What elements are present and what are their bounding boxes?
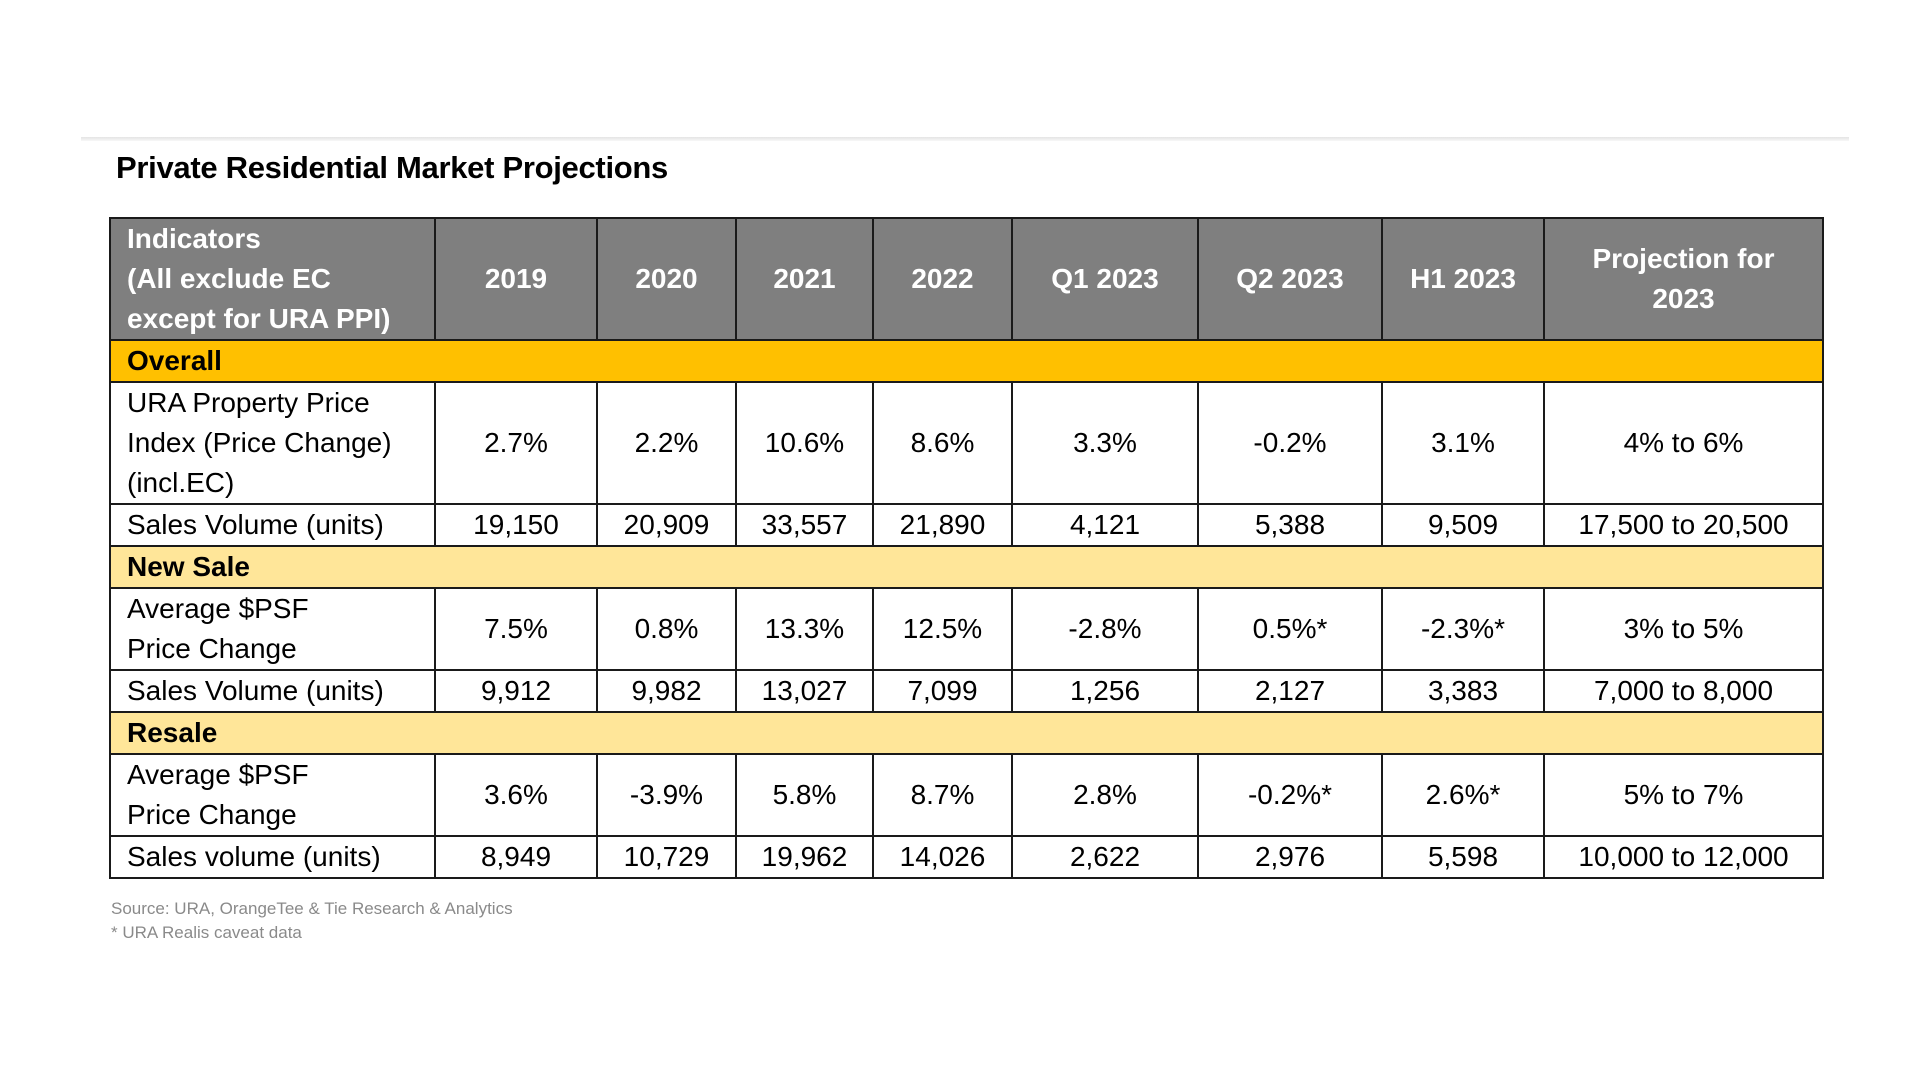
row-label: URA Property Price Index (Price Change) … (109, 381, 436, 505)
header-col-2021: 2021 (735, 217, 874, 341)
source-note: Source: URA, OrangeTee & Tie Research & … (111, 899, 513, 918)
table-row: URA Property Price Index (Price Change) … (109, 381, 1824, 505)
projections-table: Indicators (All exclude EC except for UR… (109, 217, 1824, 879)
table-cell: 8.6% (872, 381, 1013, 505)
header-col-2022: 2022 (872, 217, 1013, 341)
row-label-line: Price Change (127, 799, 297, 830)
section-label: Resale (109, 711, 1824, 755)
table-cell: 9,509 (1381, 503, 1545, 547)
row-label: Sales volume (units) (109, 835, 436, 879)
table-cell: 4,121 (1011, 503, 1199, 547)
row-label-line: Average $PSF (127, 759, 309, 790)
table-cell: 5.8% (735, 753, 874, 837)
table-cell: 8,949 (434, 835, 598, 879)
table-cell: 9,912 (434, 669, 598, 713)
row-label-line: Index (Price Change) (127, 427, 392, 458)
section-label: New Sale (109, 545, 1824, 589)
table-cell: 3.3% (1011, 381, 1199, 505)
projection-cell: 5% to 7% (1543, 753, 1824, 837)
header-col-2019: 2019 (434, 217, 598, 341)
table-cell: 19,962 (735, 835, 874, 879)
top-divider (81, 137, 1849, 141)
table-cell: 2.7% (434, 381, 598, 505)
table-cell: 0.5%* (1197, 587, 1383, 671)
header-projection-line: Projection for (1592, 243, 1775, 274)
table-cell: 7,099 (872, 669, 1013, 713)
section-row-resale: Resale (109, 711, 1824, 755)
caveat-note: * URA Realis caveat data (111, 923, 302, 942)
header-indicators: Indicators (All exclude EC except for UR… (109, 217, 436, 341)
table-cell: 2.6%* (1381, 753, 1545, 837)
header-col-projection: Projection for 2023 (1543, 217, 1824, 341)
row-label-line: Price Change (127, 633, 297, 664)
table-cell: 7.5% (434, 587, 598, 671)
table-cell: -2.3%* (1381, 587, 1545, 671)
projection-cell: 17,500 to 20,500 (1543, 503, 1824, 547)
projection-cell: 10,000 to 12,000 (1543, 835, 1824, 879)
table-cell: 2.8% (1011, 753, 1199, 837)
projection-cell: 4% to 6% (1543, 381, 1824, 505)
table-cell: 3.6% (434, 753, 598, 837)
row-label: Sales Volume (units) (109, 669, 436, 713)
table-cell: 13,027 (735, 669, 874, 713)
row-label: Average $PSF Price Change (109, 587, 436, 671)
section-label: Overall (109, 339, 1824, 383)
table-cell: 5,598 (1381, 835, 1545, 879)
table-cell: 14,026 (872, 835, 1013, 879)
table-cell: 3.1% (1381, 381, 1545, 505)
header-projection-line: 2023 (1652, 283, 1715, 314)
table-cell: 10,729 (596, 835, 737, 879)
table-cell: 2,976 (1197, 835, 1383, 879)
table-cell: 33,557 (735, 503, 874, 547)
table-cell: 3,383 (1381, 669, 1545, 713)
table-cell: 20,909 (596, 503, 737, 547)
table-cell: 10.6% (735, 381, 874, 505)
page-title: Private Residential Market Projections (116, 150, 668, 185)
row-label: Sales Volume (units) (109, 503, 436, 547)
table-row: Sales Volume (units) 19,150 20,909 33,55… (109, 503, 1824, 547)
header-indicators-line: (All exclude EC (127, 263, 331, 294)
table-cell: 1,256 (1011, 669, 1199, 713)
table-cell: -0.2%* (1197, 753, 1383, 837)
projection-cell: 7,000 to 8,000 (1543, 669, 1824, 713)
header-col-h1-2023: H1 2023 (1381, 217, 1545, 341)
table-cell: 19,150 (434, 503, 598, 547)
table-cell: 2,127 (1197, 669, 1383, 713)
section-row-overall: Overall (109, 339, 1824, 383)
header-col-2020: 2020 (596, 217, 737, 341)
table-cell: 0.8% (596, 587, 737, 671)
table-row: Sales Volume (units) 9,912 9,982 13,027 … (109, 669, 1824, 713)
footnotes: Source: URA, OrangeTee & Tie Research & … (111, 897, 513, 945)
projection-cell: 3% to 5% (1543, 587, 1824, 671)
table-cell: -3.9% (596, 753, 737, 837)
header-col-q1-2023: Q1 2023 (1011, 217, 1199, 341)
table-cell: 2.2% (596, 381, 737, 505)
header-col-q2-2023: Q2 2023 (1197, 217, 1383, 341)
header-indicators-line: except for URA PPI) (127, 303, 391, 334)
header-row: Indicators (All exclude EC except for UR… (109, 217, 1824, 341)
row-label-line: (incl.EC) (127, 467, 235, 498)
table-row: Sales volume (units) 8,949 10,729 19,962… (109, 835, 1824, 879)
table-row: Average $PSF Price Change 3.6% -3.9% 5.8… (109, 753, 1824, 837)
section-row-new-sale: New Sale (109, 545, 1824, 589)
table-cell: 5,388 (1197, 503, 1383, 547)
row-label-line: Average $PSF (127, 593, 309, 624)
table-row: Average $PSF Price Change 7.5% 0.8% 13.3… (109, 587, 1824, 671)
table-cell: 13.3% (735, 587, 874, 671)
table-cell: 9,982 (596, 669, 737, 713)
table-cell: 2,622 (1011, 835, 1199, 879)
table-cell: 12.5% (872, 587, 1013, 671)
table-cell: 8.7% (872, 753, 1013, 837)
row-label-line: URA Property Price (127, 387, 370, 418)
header-indicators-line: Indicators (127, 223, 261, 254)
table-cell: 21,890 (872, 503, 1013, 547)
table-cell: -2.8% (1011, 587, 1199, 671)
row-label: Average $PSF Price Change (109, 753, 436, 837)
table-cell: -0.2% (1197, 381, 1383, 505)
